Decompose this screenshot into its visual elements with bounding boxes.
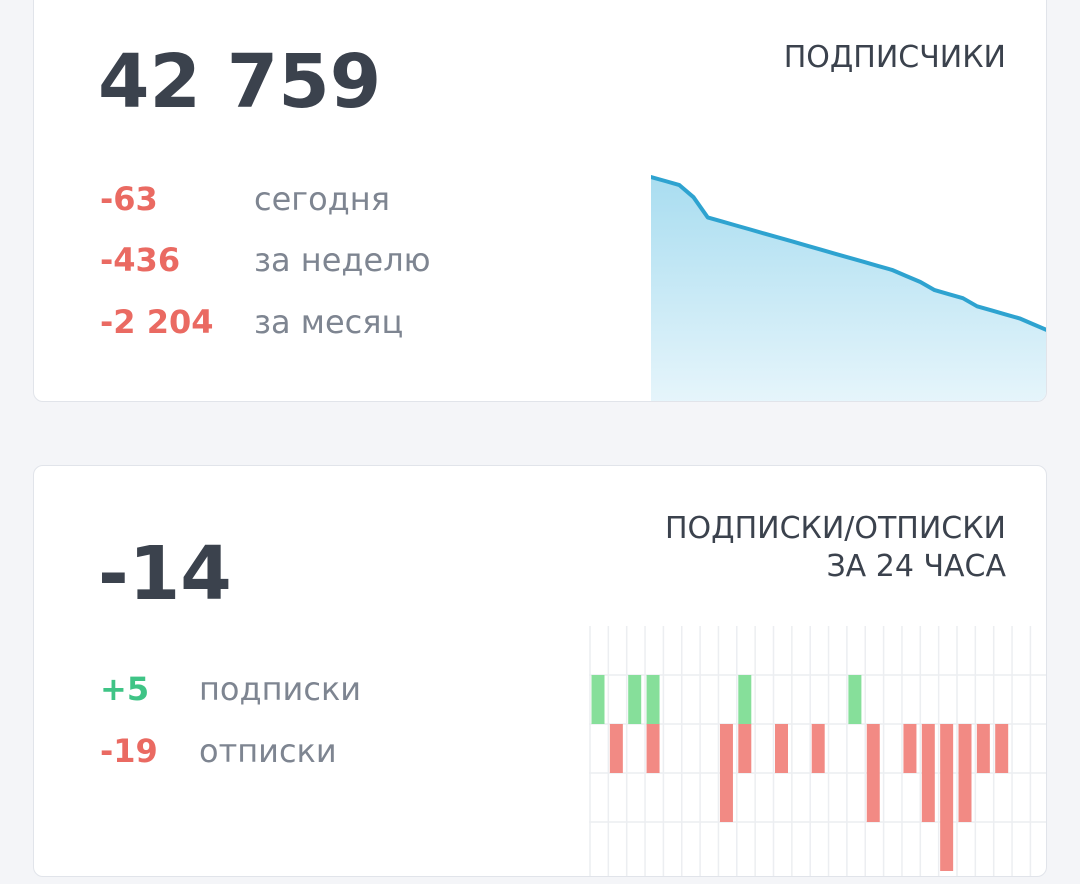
bar-subscribe <box>628 675 642 724</box>
trend-area <box>651 177 1046 401</box>
stat-subscribes-label: подписки <box>199 670 362 708</box>
subscribers-total: 42 759 <box>98 39 382 125</box>
daily-changes-card[interactable]: -14 ПОДПИСКИ/ОТПИСКИ ЗА 24 ЧАСА +5 подпи… <box>33 465 1047 877</box>
bar-unsubscribe <box>738 724 752 773</box>
bar-unsubscribe <box>903 724 917 773</box>
stat-unsubscribes-value: -19 <box>100 732 158 770</box>
subscribers-title: ПОДПИСЧИКИ <box>783 40 1006 75</box>
stat-month-value: -2 204 <box>100 303 214 341</box>
bar-unsubscribe <box>609 724 623 773</box>
daily-net-total: -14 <box>98 531 232 617</box>
trend-line <box>651 175 1046 332</box>
bar-subscribe <box>848 675 862 724</box>
bar-subscribe <box>738 675 752 724</box>
subscribers-trend-chart <box>651 175 1046 401</box>
bar-unsubscribe <box>719 724 733 822</box>
stat-today-value: -63 <box>100 180 158 218</box>
stat-subscribes-value: +5 <box>100 670 150 708</box>
bar-unsubscribe <box>811 724 825 773</box>
stat-week-value: -436 <box>100 241 181 279</box>
bar-unsubscribe <box>646 724 660 773</box>
stat-unsubscribes-label: отписки <box>199 732 337 770</box>
bar-unsubscribe <box>995 724 1009 773</box>
daily-title: ПОДПИСКИ/ОТПИСКИ ЗА 24 ЧАСА <box>665 510 1006 586</box>
stat-month-label: за месяц <box>254 303 404 341</box>
bar-subscribe <box>646 675 660 724</box>
stat-today-label: сегодня <box>254 180 390 218</box>
hourly-bar-chart <box>589 626 1046 876</box>
bar-subscribe <box>591 675 605 724</box>
bar-unsubscribe <box>958 724 972 822</box>
bar-unsubscribe <box>940 724 954 871</box>
bar-unsubscribe <box>976 724 990 773</box>
subscribers-card[interactable]: 42 759 ПОДПИСЧИКИ -63 сегодня -436 за не… <box>33 0 1047 402</box>
daily-title-line2: ЗА 24 ЧАСА <box>826 549 1006 584</box>
bar-unsubscribe <box>921 724 935 822</box>
bar-unsubscribe <box>775 724 788 773</box>
bar-unsubscribe <box>866 724 880 822</box>
daily-title-line1: ПОДПИСКИ/ОТПИСКИ <box>664 511 1006 546</box>
stat-week-label: за неделю <box>254 241 431 279</box>
